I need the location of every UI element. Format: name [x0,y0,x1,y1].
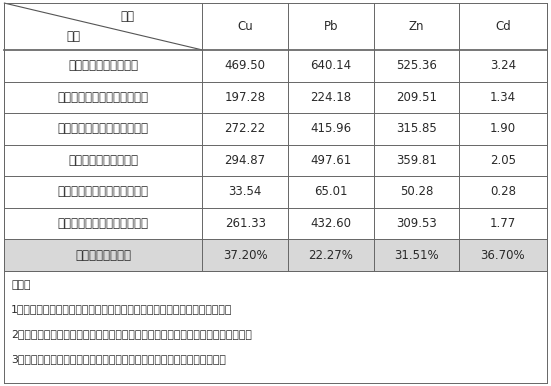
Text: 497.61: 497.61 [310,154,352,167]
Bar [4,113,547,145]
Text: 469.50: 469.50 [225,59,266,72]
Text: 315.85: 315.85 [396,122,437,135]
Text: 3）土壤重金属去除率以处理前总量扣除处理后总量再除以处理前总量计。: 3）土壤重金属去除率以处理前总量扣除处理后总量再除以处理前总量计。 [11,354,226,364]
Text: 359.81: 359.81 [396,154,437,167]
Text: 36.70%: 36.70% [480,249,525,262]
Text: 元素: 元素 [120,10,134,23]
Bar [4,145,547,176]
Bar [4,50,547,81]
Text: 处理前土壤重金属总量: 处理前土壤重金属总量 [68,59,138,72]
Text: 50.28: 50.28 [400,185,433,198]
Text: 1）土壤重金属有效态包括：水溶态、交换态和有机结合态三种重金属形态；: 1）土壤重金属有效态包括：水溶态、交换态和有机结合态三种重金属形态； [11,305,233,315]
Text: 处理后土壤重金属总量: 处理后土壤重金属总量 [68,154,138,167]
Text: Cu: Cu [237,20,253,33]
Text: 33.54: 33.54 [229,185,262,198]
Text: 2）土壤重金属残遗态包括：碳酸盐结合态、铁锄结合态和残渣态三种重金属形态；: 2）土壤重金属残遗态包括：碳酸盐结合态、铁锄结合态和残渣态三种重金属形态； [11,329,252,339]
Bar [4,176,547,208]
Text: 处理后土壤重金属有效态含量: 处理后土壤重金属有效态含量 [58,185,149,198]
Text: 294.87: 294.87 [225,154,266,167]
Bar [4,239,547,271]
Text: 37.20%: 37.20% [223,249,267,262]
Text: 处理后土壤重金属残遗态含量: 处理后土壤重金属残遗态含量 [58,217,149,230]
Text: 处理前土壤重金属残遗态含量: 处理前土壤重金属残遗态含量 [58,122,149,135]
Text: 197.28: 197.28 [225,91,266,104]
Text: 432.60: 432.60 [310,217,352,230]
Text: 处理前土壤重金属有效态含量: 处理前土壤重金属有效态含量 [58,91,149,104]
Text: 土壤重金属去除率: 土壤重金属去除率 [75,249,131,262]
Text: 指标: 指标 [67,30,80,43]
Bar [4,271,547,383]
Text: 415.96: 415.96 [310,122,352,135]
Text: 3.24: 3.24 [490,59,516,72]
Text: 1.34: 1.34 [490,91,516,104]
Text: 22.27%: 22.27% [309,249,353,262]
Text: 309.53: 309.53 [396,217,437,230]
Text: 备注：: 备注： [11,279,30,290]
Text: 1.77: 1.77 [490,217,516,230]
Text: 31.51%: 31.51% [394,249,439,262]
Text: 261.33: 261.33 [225,217,266,230]
Bar [4,81,547,113]
Bar [4,3,547,50]
Text: 209.51: 209.51 [396,91,437,104]
Text: 525.36: 525.36 [396,59,437,72]
Text: 272.22: 272.22 [224,122,266,135]
Text: 65.01: 65.01 [314,185,348,198]
Text: 1.90: 1.90 [490,122,516,135]
Text: 2.05: 2.05 [490,154,516,167]
Text: 0.28: 0.28 [490,185,516,198]
Text: Cd: Cd [495,20,511,33]
Text: Pb: Pb [323,20,338,33]
Bar [4,208,547,239]
Text: Zn: Zn [409,20,424,33]
Text: 640.14: 640.14 [310,59,352,72]
Text: 224.18: 224.18 [310,91,352,104]
